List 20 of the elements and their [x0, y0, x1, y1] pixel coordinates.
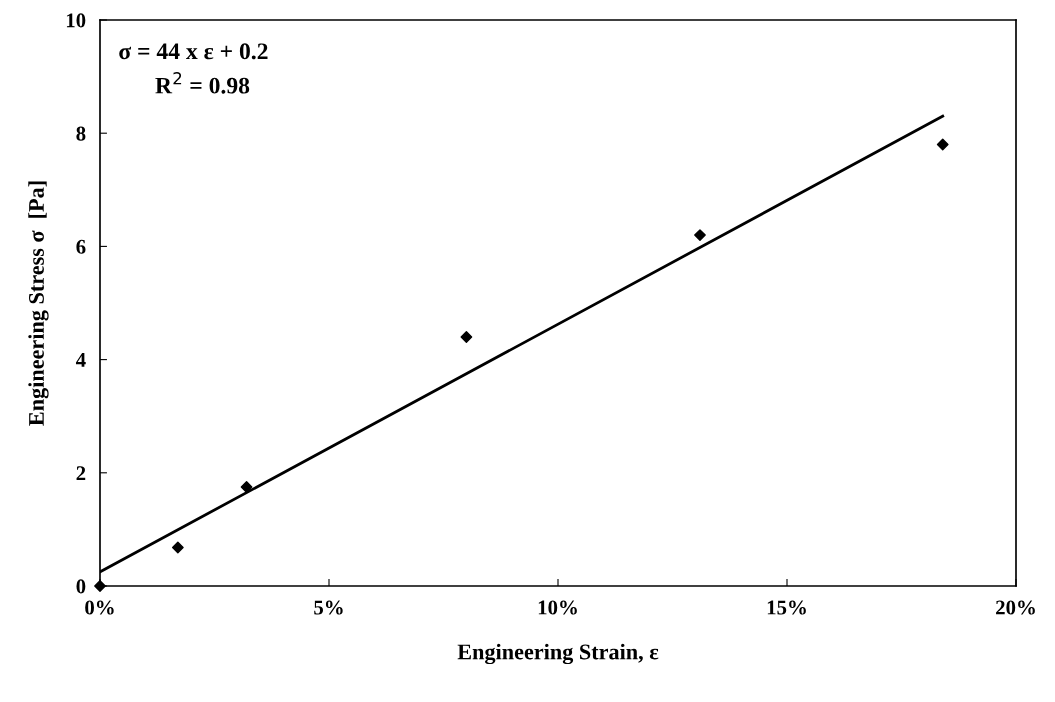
- point: [936, 138, 949, 151]
- x-tick-label: 10%: [538, 600, 577, 615]
- y-tick-label: 4: [75, 353, 86, 367]
- x-tick-label: 20%: [996, 600, 1035, 615]
- y-tick-label: 8: [76, 126, 86, 141]
- point: [460, 331, 473, 343]
- x-tick-label: 5%: [314, 600, 343, 615]
- y-tick-label: 0: [76, 579, 86, 594]
- y-tick-label: 6: [76, 239, 86, 254]
- y-tick-label: 2: [76, 466, 86, 481]
- y-axis-title: Engineering Stress σ [Pa]: [28, 181, 49, 426]
- x-tick-label: 0%: [85, 600, 114, 615]
- annotation: σ = 44 x ε + 0.2: [119, 43, 268, 60]
- point: [240, 481, 253, 493]
- x-axis-title: Engineering Strain, ε: [457, 643, 659, 665]
- annotation: R$^{2}$ = 0.98: [155, 72, 250, 94]
- point: [694, 229, 706, 241]
- y-tick-label: 10: [66, 13, 86, 28]
- x-tick-label: 15%: [767, 600, 806, 615]
- point: [171, 541, 184, 554]
